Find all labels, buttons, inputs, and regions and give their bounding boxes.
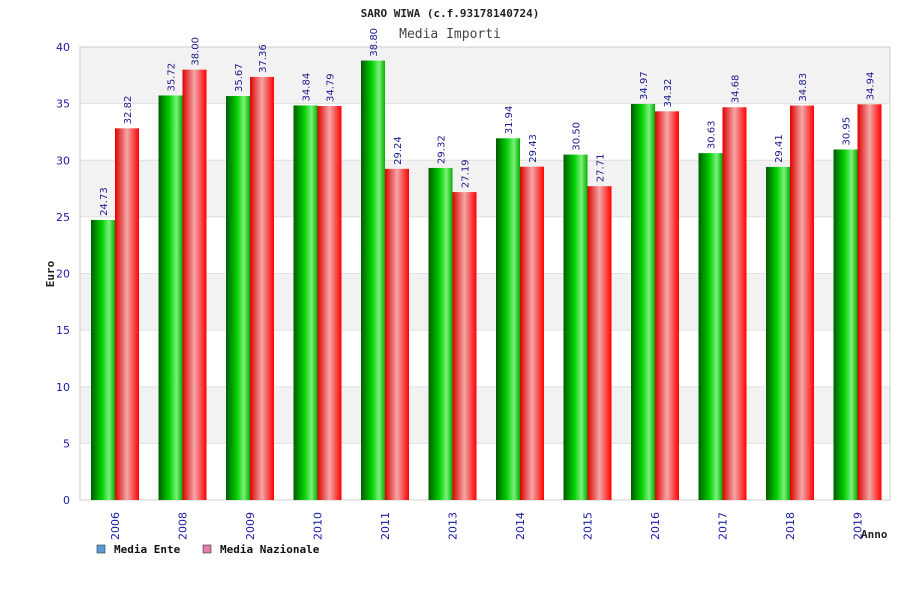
value-label-media-nazionale-2016: 34.32 — [663, 79, 674, 108]
value-label-media-nazionale-2013: 27.19 — [461, 159, 472, 188]
legend: Media Ente Media Nazionale — [96, 543, 320, 556]
value-label-media-nazionale-2015: 27.71 — [596, 154, 607, 183]
chart-subtitle: Media Importi — [399, 27, 501, 42]
y-tick-label: 15 — [56, 324, 70, 337]
bar-media-ente-2014 — [496, 138, 520, 501]
value-label-media-ente-2015: 30.50 — [572, 122, 583, 151]
bar-media-ente-2010 — [293, 105, 318, 500]
plot-border — [79, 46, 891, 501]
grid-band — [80, 273, 890, 331]
x-tick-label-2018: 2018 — [784, 512, 797, 540]
value-label-media-ente-2014: 31.94 — [504, 106, 515, 135]
value-label-media-nazionale-2017: 34.68 — [731, 75, 742, 104]
y-tick-label: 30 — [56, 154, 70, 167]
y-tick-label: 20 — [56, 268, 70, 281]
value-label-media-ente-2017: 30.63 — [707, 120, 718, 149]
bar-media-nazionale-2015 — [587, 186, 612, 500]
grid-band — [80, 330, 890, 387]
plot-background — [79, 46, 891, 501]
value-label-media-ente-2010: 34.84 — [302, 73, 313, 102]
x-tick-label-2015: 2015 — [582, 512, 595, 540]
value-label-media-ente-2013: 29.32 — [437, 135, 448, 164]
bar-media-ente-2018 — [766, 166, 790, 500]
value-label-media-nazionale-2006: 32.82 — [123, 96, 134, 125]
value-labels-group: 24.73 32.82 35.72 38.00 35.67 37.36 34.84 34.79… — [99, 28, 877, 216]
bar-media-nazionale-2010 — [317, 106, 342, 501]
value-label-media-nazionale-2008: 38.00 — [191, 37, 202, 66]
grid-band — [80, 443, 890, 500]
bar-media-nazionale-2016 — [655, 111, 679, 501]
value-label-media-ente-2011: 38.80 — [369, 28, 380, 57]
y-tick-label: 40 — [56, 41, 70, 54]
bar-media-nazionale-2011 — [385, 168, 409, 500]
y-tick-label: 0 — [63, 494, 70, 507]
value-label-media-nazionale-2018: 34.83 — [798, 73, 809, 102]
bar-media-nazionale-2006 — [115, 128, 139, 500]
grid-band — [80, 103, 890, 161]
y-tick-label: 25 — [56, 211, 70, 224]
y-tick-label: 10 — [56, 381, 70, 394]
x-tick-label-2008: 2008 — [177, 512, 190, 540]
x-tick-label-2010: 2010 — [312, 512, 325, 540]
x-tick-label-2017: 2017 — [717, 512, 730, 540]
grid-band — [80, 47, 890, 104]
y-axis-label: Euro — [44, 260, 57, 287]
value-label-media-nazionale-2009: 37.36 — [258, 44, 269, 73]
legend-label-media-ente: Media Ente — [114, 543, 181, 556]
value-label-media-nazionale-2014: 29.43 — [528, 134, 539, 163]
bar-media-nazionale-2018 — [790, 105, 814, 501]
legend-swatch-media-nazionale — [202, 544, 212, 554]
legend-swatch-media-ente — [96, 544, 106, 554]
x-tick-label-2006: 2006 — [109, 512, 122, 540]
value-label-media-ente-2016: 34.97 — [639, 71, 650, 100]
bar-media-ente-2015 — [563, 154, 588, 500]
x-tick-label-2019: 2019 — [852, 512, 865, 540]
bar-media-nazionale-2017 — [722, 107, 747, 501]
x-axis-ticks: 2006 2008 2009 2010 2011 2013 2014 2015 2016 2017… — [109, 512, 865, 540]
x-tick-label-2014: 2014 — [514, 512, 527, 540]
bar-media-nazionale-2019 — [857, 104, 882, 500]
x-tick-label-2009: 2009 — [244, 512, 257, 540]
value-label-media-ente-2019: 30.95 — [842, 117, 853, 146]
value-label-media-ente-2009: 35.67 — [234, 63, 245, 92]
bar-media-ente-2008 — [158, 95, 183, 500]
bar-media-nazionale-2008 — [182, 69, 207, 501]
value-label-media-ente-2018: 29.41 — [774, 134, 785, 163]
value-label-media-nazionale-2011: 29.24 — [393, 136, 404, 165]
bars-group — [91, 60, 882, 501]
bar-media-ente-2006 — [91, 219, 115, 501]
x-tick-label-2013: 2013 — [447, 512, 460, 540]
bar-media-nazionale-2013 — [452, 192, 477, 501]
value-label-media-ente-2006: 24.73 — [99, 187, 110, 216]
bar-media-ente-2016 — [631, 103, 655, 500]
x-tick-label-2016: 2016 — [649, 512, 662, 540]
legend-label-media-nazionale: Media Nazionale — [220, 543, 320, 556]
grid-band — [80, 216, 890, 274]
bar-media-nazionale-2014 — [520, 166, 544, 500]
value-label-media-nazionale-2010: 34.79 — [326, 73, 337, 102]
grid-band — [80, 160, 890, 217]
bar-media-ente-2019 — [833, 149, 858, 500]
grid-band — [80, 386, 890, 444]
bar-media-ente-2011 — [361, 60, 385, 501]
value-label-media-nazionale-2019: 34.94 — [866, 72, 877, 101]
bar-media-ente-2009 — [226, 96, 250, 501]
y-tick-label: 5 — [63, 437, 70, 450]
x-tick-label-2011: 2011 — [379, 512, 392, 540]
chart-title: SARO WIWA (c.f.93178140724) — [361, 7, 540, 20]
bar-media-ente-2017 — [698, 153, 723, 501]
bar-media-ente-2013 — [428, 167, 453, 501]
value-label-media-ente-2008: 35.72 — [167, 63, 178, 92]
y-tick-label: 35 — [56, 98, 70, 111]
y-axis-ticks: 0 5 10 15 20 25 30 35 40 — [56, 41, 70, 507]
x-axis-label: Anno — [861, 528, 888, 541]
bar-media-nazionale-2009 — [250, 76, 274, 500]
